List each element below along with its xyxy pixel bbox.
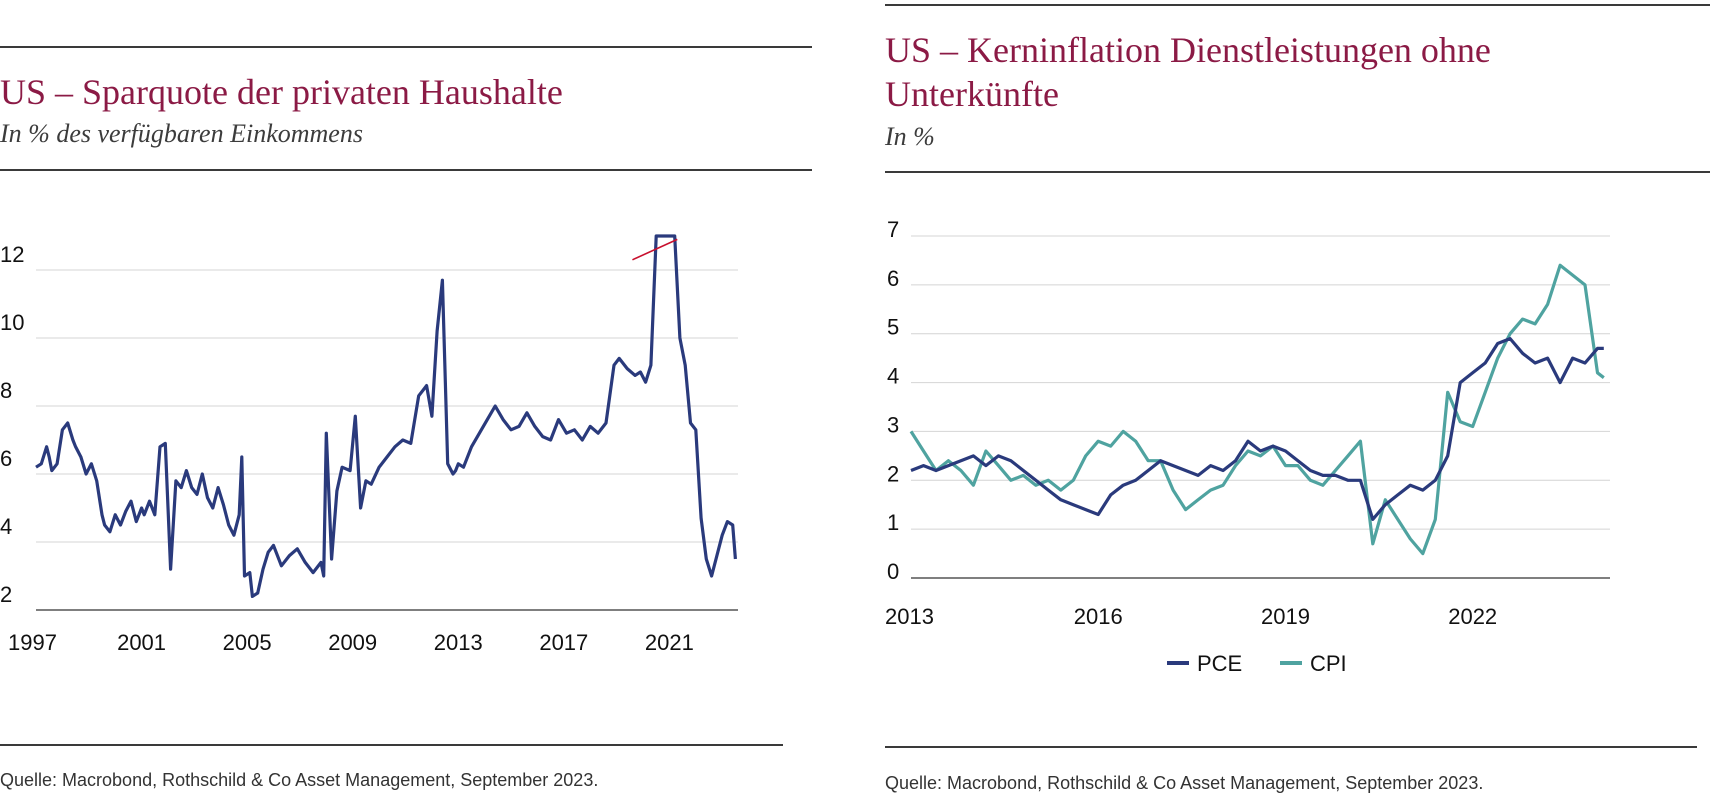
- x-tick-label: 2022: [1448, 604, 1497, 629]
- y-tick-label: 4: [887, 364, 899, 389]
- axis-break-marker: [632, 238, 678, 261]
- y-tick-label: 1: [887, 510, 899, 535]
- x-tick-label: 2019: [1261, 604, 1310, 629]
- y-tick-label: 2: [0, 582, 12, 607]
- right-panel: US – Kerninflation Dienstleistungen ohne…: [875, 0, 1710, 800]
- savings-rate-line: [35, 234, 737, 598]
- x-tick-label: 2009: [328, 630, 377, 655]
- legend-label-cpi: CPI: [1310, 651, 1347, 676]
- chart-title-line1: US – Kerninflation Dienstleistungen ohne: [885, 30, 1491, 70]
- x-tick-label: 2001: [117, 630, 166, 655]
- footer-rule: [885, 746, 1697, 748]
- y-tick-label: 10: [0, 310, 24, 335]
- source-note: Quelle: Macrobond, Rothschild & Co Asset…: [0, 770, 599, 790]
- x-tick-label: 2016: [1074, 604, 1123, 629]
- y-tick-label: 0: [887, 559, 899, 584]
- left-panel: US – Sparquote der privaten Haushalte In…: [0, 0, 830, 800]
- footer-rule: [0, 744, 783, 746]
- y-tick-label: 12: [0, 242, 24, 267]
- y-tick-label: 3: [887, 412, 899, 437]
- y-tick-label: 4: [0, 514, 12, 539]
- y-tick-label: 8: [0, 378, 12, 403]
- y-tick-label: 6: [887, 266, 899, 291]
- chart-subtitle: In %: [885, 122, 935, 151]
- x-tick-label: 2013: [885, 604, 934, 629]
- header-rule: [885, 171, 1710, 173]
- y-tick-label: 7: [887, 217, 899, 242]
- header-rule: [0, 169, 812, 171]
- y-tick-label: 5: [887, 315, 899, 340]
- chart-subtitle: In % des verfügbaren Einkommens: [0, 119, 363, 148]
- top-rule: [885, 4, 1710, 6]
- x-tick-label: 2013: [434, 630, 483, 655]
- legend-label-pce: PCE: [1197, 651, 1242, 676]
- y-tick-label: 6: [0, 446, 12, 471]
- inflation-chart: 0 1 2 3 4 5 6 7 2013 2016 2019 2022 PCE CPI: [885, 217, 1610, 676]
- y-tick-label: 2: [887, 461, 899, 486]
- savings-rate-chart: 2 4 6 8 10 12 1997 2001 2005 2009 2013 2017 2021: [0, 234, 738, 655]
- chart-title: US – Sparquote der privaten Haushalte: [0, 72, 563, 112]
- source-note: Quelle: Macrobond, Rothschild & Co Asset…: [885, 773, 1484, 793]
- x-tick-label: 1997: [8, 630, 57, 655]
- x-tick-label: 2021: [645, 630, 694, 655]
- top-rule: [0, 46, 812, 48]
- cpi-line: [909, 263, 1605, 556]
- x-tick-label: 2005: [223, 630, 272, 655]
- x-tick-label: 2017: [539, 630, 588, 655]
- pce-line: [910, 337, 1604, 521]
- chart-title-line2: Unterkünfte: [885, 74, 1059, 114]
